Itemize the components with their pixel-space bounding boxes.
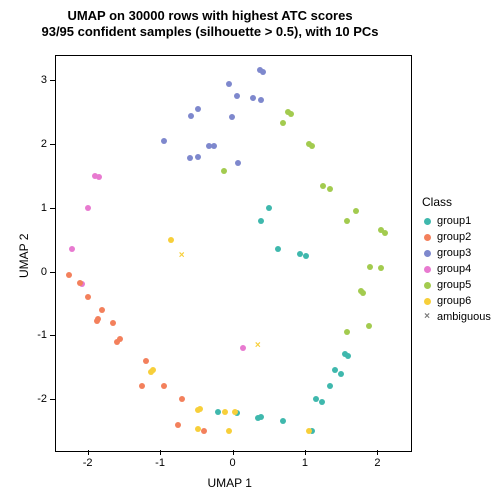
title-line2: 93/95 confident samples (silhouette > 0.… (0, 24, 420, 40)
data-point (215, 409, 221, 415)
dot-icon (422, 216, 432, 226)
data-point (260, 69, 266, 75)
y-tick-label: 1 (27, 202, 47, 214)
data-point (195, 407, 201, 413)
legend-label: group1 (437, 215, 471, 227)
cross-icon: × (422, 312, 432, 322)
legend-item: group1 (422, 213, 491, 229)
data-point (161, 138, 167, 144)
data-point (161, 383, 167, 389)
data-point: × (255, 343, 261, 349)
data-point (288, 111, 294, 117)
data-point (367, 264, 373, 270)
data-point (179, 396, 185, 402)
dot-icon (422, 280, 432, 290)
x-tick-label: 0 (229, 457, 235, 469)
data-point (188, 113, 194, 119)
legend-label: group6 (437, 295, 471, 307)
data-point (99, 307, 105, 313)
legend-label: group5 (437, 279, 471, 291)
dot-icon (422, 264, 432, 274)
x-axis-label: UMAP 1 (208, 476, 252, 490)
dot-icon (422, 248, 432, 258)
data-point (366, 323, 372, 329)
x-tick-label: 1 (302, 457, 308, 469)
data-point (110, 320, 116, 326)
legend-label: ambiguous (437, 311, 491, 323)
y-tick (50, 272, 55, 273)
x-tick-label: -1 (155, 457, 165, 469)
legend-label: group3 (437, 247, 471, 259)
data-point (266, 205, 272, 211)
data-point (85, 205, 91, 211)
legend-item: group3 (422, 245, 491, 261)
title-line1: UMAP on 30000 rows with highest ATC scor… (0, 8, 420, 24)
data-point (303, 253, 309, 259)
plot-title: UMAP on 30000 rows with highest ATC scor… (0, 8, 420, 41)
data-point (313, 396, 319, 402)
data-point (85, 294, 91, 300)
data-point (306, 428, 312, 434)
data-point (344, 218, 350, 224)
legend-item: group4 (422, 261, 491, 277)
y-tick (50, 80, 55, 81)
y-tick-label: 2 (27, 138, 47, 150)
x-tick-label: 2 (374, 457, 380, 469)
data-point (168, 237, 174, 243)
y-tick (50, 399, 55, 400)
legend-item: × ambiguous (422, 309, 491, 325)
y-tick-label: -2 (27, 393, 47, 405)
data-point (69, 246, 75, 252)
data-point (175, 422, 181, 428)
data-point (234, 93, 240, 99)
data-point (114, 339, 120, 345)
data-point (94, 318, 100, 324)
data-point (195, 106, 201, 112)
x-tick-label: -2 (83, 457, 93, 469)
data-point (221, 168, 227, 174)
legend: Class group1 group2 group3 group4 group5 grou… (422, 195, 491, 325)
data-point (360, 290, 366, 296)
legend-item: group5 (422, 277, 491, 293)
dot-icon (422, 232, 432, 242)
data-point (297, 251, 303, 257)
data-point (195, 426, 201, 432)
x-tick (377, 450, 378, 455)
figure: UMAP on 30000 rows with highest ATC scor… (0, 0, 504, 504)
legend-label: group2 (437, 231, 471, 243)
y-tick-label: -1 (27, 329, 47, 341)
y-tick (50, 208, 55, 209)
data-point (226, 428, 232, 434)
data-point (338, 371, 344, 377)
dot-icon (422, 296, 432, 306)
data-point (353, 208, 359, 214)
y-tick-label: 3 (27, 74, 47, 86)
data-point (143, 358, 149, 364)
legend-item: group2 (422, 229, 491, 245)
legend-item: group6 (422, 293, 491, 309)
y-tick (50, 335, 55, 336)
x-tick (305, 450, 306, 455)
x-tick (233, 450, 234, 455)
legend-title: Class (422, 195, 491, 209)
y-tick (50, 144, 55, 145)
y-tick-label: 0 (27, 266, 47, 278)
legend-label: group4 (437, 263, 471, 275)
data-point (201, 428, 207, 434)
data-point: × (179, 253, 185, 259)
x-tick (160, 450, 161, 455)
x-tick (88, 450, 89, 455)
data-point (222, 409, 228, 415)
